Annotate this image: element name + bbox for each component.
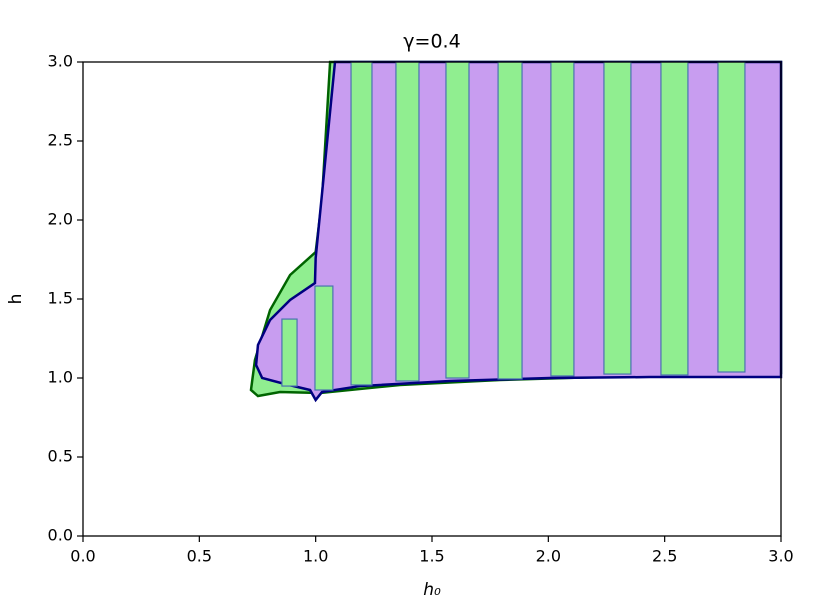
x-tick-label: 1.5 (419, 547, 444, 566)
x-axis-label: h₀ (423, 580, 441, 600)
bar (350, 61, 373, 386)
y-tick-label: 3.0 (48, 52, 73, 71)
bar (395, 61, 420, 382)
bar (550, 61, 575, 377)
y-tick-label: 1.5 (48, 289, 73, 308)
bar (660, 61, 689, 376)
x-tick-label: 1.0 (303, 547, 328, 566)
bar (717, 61, 746, 373)
x-tick-label: 2.0 (536, 547, 561, 566)
bar (314, 285, 334, 391)
x-tick-label: 0.0 (70, 547, 95, 566)
y-tick-label: 0.0 (48, 526, 73, 545)
chart-title: γ=0.4 (403, 31, 460, 53)
y-tick-label: 0.5 (48, 447, 73, 466)
bar (603, 61, 632, 375)
bar (445, 61, 470, 379)
y-tick-label: 2.5 (48, 131, 73, 150)
bar (281, 318, 298, 387)
x-tick-label: 0.5 (187, 547, 212, 566)
y-tick-label: 1.0 (48, 368, 73, 387)
x-tick-label: 2.5 (652, 547, 677, 566)
y-axis-label: h (6, 294, 26, 305)
y-tick-label: 2.0 (48, 210, 73, 229)
bar (497, 61, 523, 380)
x-tick-label: 3.0 (768, 547, 793, 566)
